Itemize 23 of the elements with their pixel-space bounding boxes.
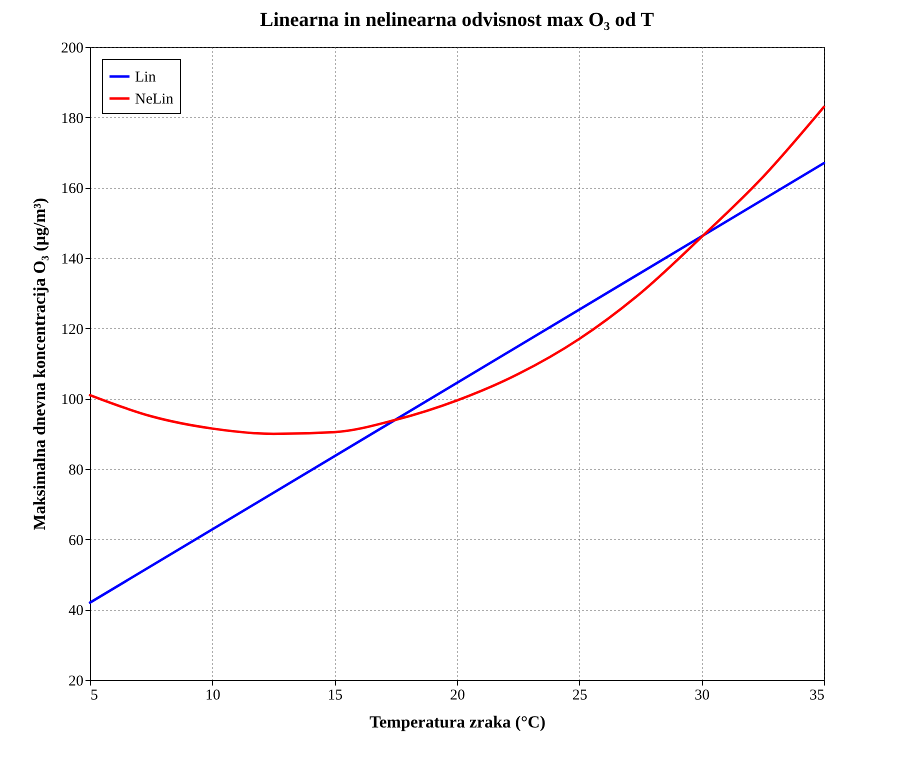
y-tick-label: 100 — [61, 392, 84, 408]
y-tick-label: 120 — [61, 322, 84, 338]
x-tick-label: 35 — [810, 688, 824, 704]
y-tick-label: 80 — [68, 462, 84, 478]
chart-title: Linearna in nelinearna odvisnost max O₃ od T — [260, 9, 655, 31]
y-tick-label: 40 — [68, 603, 84, 620]
y-tick-label: 180 — [61, 110, 84, 127]
x-tick-label: 30 — [694, 688, 710, 704]
line-series — [88, 106, 826, 436]
x-axis-title: Temperatura zraka (°C) — [369, 712, 546, 732]
legend-label: NeLin — [135, 92, 174, 108]
x-tick-label: 15 — [328, 688, 343, 704]
x-tick-label: 25 — [572, 688, 588, 704]
y-tick-label: 140 — [61, 252, 84, 268]
y-tick-label: 20 — [68, 674, 84, 690]
y-tick-label: 160 — [61, 181, 84, 198]
y-tick-label: 200 — [61, 40, 84, 56]
x-tick-label: 20 — [450, 688, 465, 704]
y-tick-label: 60 — [68, 532, 84, 549]
x-tick-label: 10 — [205, 688, 220, 704]
legend-label: Lin — [135, 70, 156, 86]
y-axis-title: Maksimalna dnevna koncentracija O₃ (μg/m³) — [30, 198, 49, 530]
x-tick-label: 5 — [90, 688, 98, 704]
